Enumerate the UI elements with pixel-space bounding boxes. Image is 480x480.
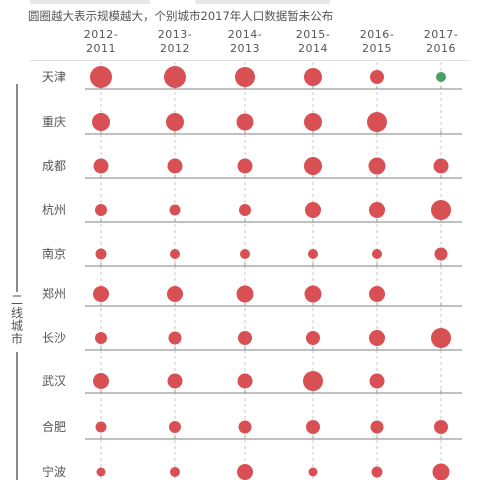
column-header: 2015- 2014 bbox=[283, 28, 343, 56]
bubble-mark bbox=[368, 157, 386, 175]
group-label-char: 城 bbox=[10, 319, 23, 333]
bubble-mark bbox=[306, 331, 320, 345]
bubble-mark bbox=[370, 70, 384, 84]
bubble-mark bbox=[369, 330, 385, 346]
bubble-mark bbox=[168, 331, 182, 345]
column-header-line: 2016- bbox=[359, 28, 395, 41]
bubble-mark bbox=[372, 249, 382, 259]
bubble-mark bbox=[170, 249, 180, 259]
bubble-mark bbox=[308, 249, 318, 259]
column-header-line: 2016 bbox=[426, 42, 456, 55]
column-header-line: 2015- bbox=[295, 28, 331, 41]
bubble-mark bbox=[240, 249, 250, 259]
bubble-mark bbox=[95, 332, 107, 344]
bubble-mark bbox=[434, 247, 448, 261]
bubble-mark bbox=[369, 373, 385, 389]
bubble-mark bbox=[169, 204, 181, 216]
bubble-mark bbox=[308, 467, 318, 477]
column-header-line: 2015 bbox=[362, 42, 392, 55]
group-label-char: 二 bbox=[10, 293, 23, 307]
bubble-mark bbox=[432, 463, 450, 480]
bubble-mark bbox=[431, 200, 451, 220]
column-header: 2014- 2013 bbox=[215, 28, 275, 56]
column-header-line: 2012 bbox=[160, 42, 190, 55]
bubble-mark bbox=[166, 113, 184, 131]
group-label-char: 市 bbox=[10, 332, 23, 346]
city-label: 长沙 bbox=[42, 331, 66, 345]
bubble-mark bbox=[167, 158, 183, 174]
column-header-line: 2017- bbox=[423, 28, 459, 41]
bubble-mark bbox=[238, 331, 252, 345]
city-label: 杭州 bbox=[42, 202, 66, 217]
bubble-mark bbox=[303, 371, 323, 391]
cropped-header-remnant bbox=[30, 0, 330, 4]
column-header: 2013- 2012 bbox=[145, 28, 205, 56]
bubble-mark bbox=[95, 248, 107, 260]
bubble-mark bbox=[305, 202, 321, 218]
column-header: 2017- 2016 bbox=[411, 28, 471, 56]
city-label: 成都 bbox=[42, 159, 66, 173]
bubble-mark bbox=[236, 285, 254, 303]
city-label: 郑州 bbox=[42, 286, 66, 301]
bubble-mark bbox=[239, 204, 251, 216]
city-label: 宁波 bbox=[42, 464, 66, 479]
bubble-mark bbox=[95, 204, 107, 216]
column-header-line: 2012- bbox=[83, 28, 119, 41]
header-rule bbox=[30, 60, 470, 61]
group-bracket-top bbox=[16, 84, 18, 292]
column-header-line: 2014- bbox=[227, 28, 263, 41]
bubble-mark bbox=[93, 373, 109, 389]
group-label-second-tier-cities: 二线城市 bbox=[10, 294, 24, 346]
chart-subtitle: 圆圈越大表示规模越大，个别城市2017年人口数据暂未公布 bbox=[28, 9, 334, 23]
bubble-mark bbox=[93, 158, 109, 174]
bubble-mark-unpublished bbox=[436, 72, 446, 82]
bubble-mark bbox=[92, 113, 110, 131]
bubble-mark bbox=[167, 286, 183, 302]
bubble-mark bbox=[164, 66, 186, 88]
city-label: 南京 bbox=[42, 246, 66, 261]
bubble-mark bbox=[238, 420, 252, 434]
bubble-mark bbox=[433, 158, 449, 174]
bubble-mark bbox=[237, 464, 253, 480]
bubble-mark bbox=[371, 466, 383, 478]
bubble-mark bbox=[304, 157, 322, 175]
group-bracket-bottom bbox=[16, 352, 18, 480]
column-header-line: 2013 bbox=[230, 42, 260, 55]
group-label-char: 线 bbox=[10, 306, 23, 320]
bubble-mark bbox=[96, 467, 106, 477]
bubble-mark bbox=[367, 112, 387, 132]
column-header: 2012- 2011 bbox=[71, 28, 131, 56]
column-header: 2016- 2015 bbox=[347, 28, 407, 56]
bubble-mark bbox=[304, 285, 322, 303]
column-header-line: 2013- bbox=[157, 28, 193, 41]
bubble-mark bbox=[304, 113, 322, 131]
city-label: 合肥 bbox=[42, 419, 66, 434]
column-header-line: 2014 bbox=[298, 42, 328, 55]
bubble-mark bbox=[95, 421, 107, 433]
bubble-mark bbox=[93, 286, 109, 302]
bubble-mark bbox=[431, 328, 451, 348]
bubble-mark bbox=[90, 66, 112, 88]
bubble-mark bbox=[434, 420, 448, 434]
bubble-mark bbox=[235, 67, 255, 87]
bubble-mark bbox=[370, 420, 384, 434]
bubble-mark bbox=[369, 202, 385, 218]
bubble-mark bbox=[237, 158, 253, 174]
city-label: 重庆 bbox=[42, 115, 66, 129]
column-header-line: 2011 bbox=[86, 42, 116, 55]
bubble-mark bbox=[170, 467, 180, 477]
bubble-mark bbox=[236, 113, 254, 131]
bubble-mark bbox=[369, 286, 385, 302]
city-label: 天津 bbox=[42, 70, 66, 84]
bubble-mark bbox=[167, 373, 183, 389]
bubble-mark bbox=[237, 373, 253, 389]
city-label: 武汉 bbox=[42, 374, 66, 388]
bubble-mark bbox=[304, 68, 322, 86]
bubble-mark bbox=[169, 421, 181, 433]
bubble-mark bbox=[306, 420, 320, 434]
